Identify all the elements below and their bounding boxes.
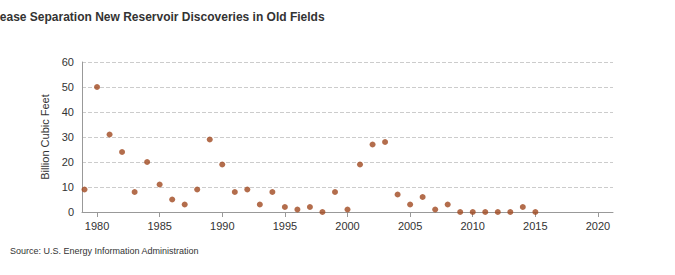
svg-text:30: 30	[62, 131, 74, 143]
svg-text:1990: 1990	[210, 220, 234, 232]
svg-text:2015: 2015	[523, 220, 547, 232]
svg-text:40: 40	[62, 106, 74, 118]
svg-text:1995: 1995	[273, 220, 297, 232]
svg-text:Billion Cubic Feet: Billion Cubic Feet	[39, 94, 51, 180]
svg-text:60: 60	[62, 56, 74, 68]
svg-text:1980: 1980	[85, 220, 109, 232]
svg-text:2010: 2010	[460, 220, 484, 232]
svg-text:20: 20	[62, 156, 74, 168]
svg-text:1985: 1985	[147, 220, 171, 232]
svg-text:Source: U.S. Energy Informatio: Source: U.S. Energy Information Administ…	[10, 246, 199, 256]
svg-text:2000: 2000	[335, 220, 359, 232]
svg-text:50: 50	[62, 81, 74, 93]
svg-text:10: 10	[62, 181, 74, 193]
svg-text:0: 0	[68, 206, 74, 218]
svg-text:2005: 2005	[398, 220, 422, 232]
svg-text:Annual Mississippi Natural Gas: Annual Mississippi Natural Gas, Wet Afte…	[0, 10, 325, 24]
svg-text:2020: 2020	[586, 220, 610, 232]
